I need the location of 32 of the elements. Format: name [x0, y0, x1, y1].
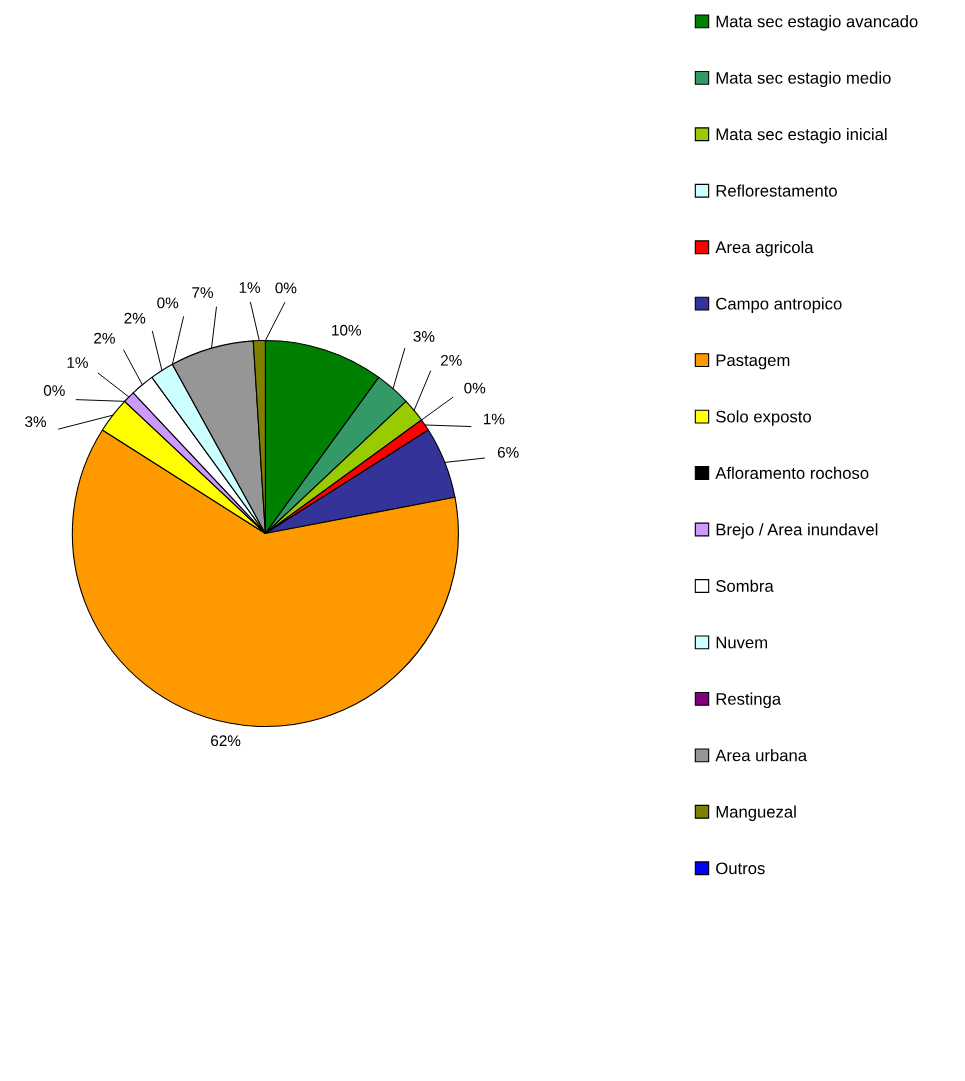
text: 0%: [43, 385, 65, 396]
data-label: 6%: [497, 446, 519, 458]
legend-label: Restinga: [716, 692, 782, 709]
legend-label: Reflorestamento: [716, 184, 837, 197]
text: 0%: [157, 297, 179, 309]
legend-label: Area urbana: [715, 749, 808, 762]
data-label: 62%: [211, 735, 241, 747]
legend-label: Pastagem: [716, 354, 790, 370]
text: 0%: [464, 382, 486, 394]
legend-label: Solo exposto: [716, 410, 811, 426]
text: 0%: [275, 282, 297, 294]
legend-label: Mata sec estagio avancado: [716, 15, 918, 31]
data-label: 1%: [239, 282, 261, 293]
data-label: 3%: [413, 331, 435, 342]
legend-label: Outros: [716, 862, 765, 875]
data-label: 1%: [483, 413, 505, 425]
legend-label: Campo antropico: [716, 297, 842, 313]
data-label: 1%: [67, 357, 88, 368]
legend-label: Nuvem: [716, 636, 768, 649]
data-label: 3%: [25, 416, 47, 428]
legend-label: Sombra: [716, 579, 774, 592]
legend-label: Area agricola: [715, 240, 814, 257]
legend-label: Manguezal: [716, 805, 796, 822]
data-label: 7%: [192, 287, 214, 298]
legend-label: Brejo / Area inundavel: [716, 523, 878, 539]
data-label: 2%: [440, 354, 462, 366]
data-label: 10%: [332, 324, 362, 336]
legend-label: Mata sec estagio medio: [716, 71, 891, 88]
data-label: 2%: [124, 312, 146, 324]
legend-label: Afloramento rochoso: [715, 466, 869, 479]
legend-label: Mata sec estagio inicial: [716, 128, 887, 144]
data-label: 2%: [94, 332, 115, 344]
